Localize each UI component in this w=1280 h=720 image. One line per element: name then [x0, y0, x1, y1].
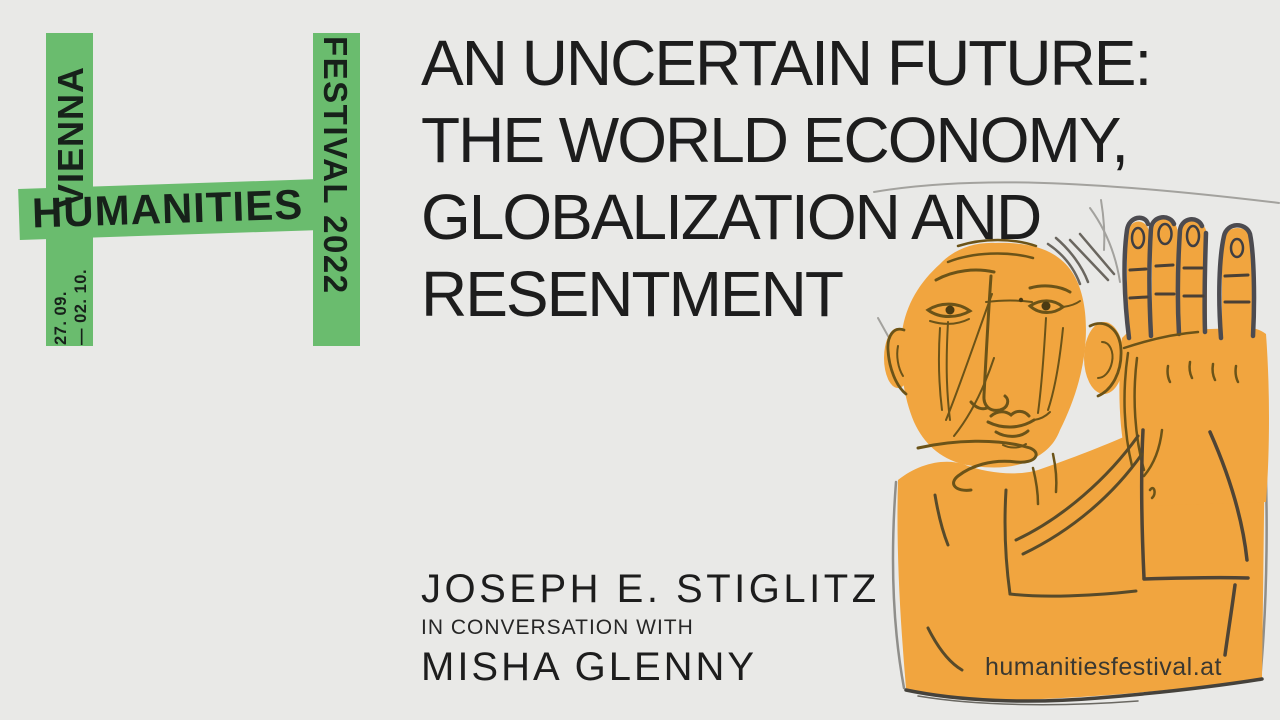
speaker-name: JOSEPH E. STIGLITZ	[421, 567, 880, 611]
figure-orange-fill	[884, 218, 1269, 701]
arm-sketch-lines	[1139, 428, 1250, 657]
fingernails	[1130, 222, 1245, 259]
eye-pupils	[945, 297, 1051, 315]
speakers-block: JOSEPH E. STIGLITZ IN CONVERSATION WITH …	[421, 567, 880, 689]
logo-date-line1: 27. 09.	[52, 291, 70, 345]
festival-website-url: humanitiesfestival.at	[985, 653, 1223, 681]
logo-dates: 27. 09. — 02. 10.	[49, 237, 95, 345]
sketch-figure-raised-hand-illustration	[873, 181, 1280, 706]
crossed-arm-lines	[926, 434, 1144, 672]
logo-festival-label: FESTIVAL 2022	[317, 36, 354, 295]
logo-right-bar	[313, 33, 360, 346]
logo-vienna-label: VIENNA	[50, 65, 91, 208]
palm-creases	[1122, 330, 1240, 500]
torso-bottom-outline	[904, 677, 1264, 706]
finger-creases	[1128, 263, 1251, 304]
title-line-4: RESENTMENT	[421, 258, 844, 330]
hand-outlines	[1122, 215, 1257, 341]
event-title: AN UNCERTAIN FUTURE: THE WORLD ECONOMY, …	[421, 25, 1152, 333]
interlocutor-name: MISHA GLENNY	[421, 645, 758, 689]
speaker-connector: IN CONVERSATION WITH	[421, 616, 694, 639]
head-top-scribbles	[1046, 232, 1116, 286]
title-line-3: GLOBALIZATION AND	[421, 181, 1042, 253]
logo-date-line2: — 02. 10.	[72, 268, 90, 345]
title-line-1: AN UNCERTAIN FUTURE:	[421, 27, 1152, 99]
face-sketch	[886, 238, 1123, 506]
title-line-2: THE WORLD ECONOMY,	[421, 104, 1129, 176]
